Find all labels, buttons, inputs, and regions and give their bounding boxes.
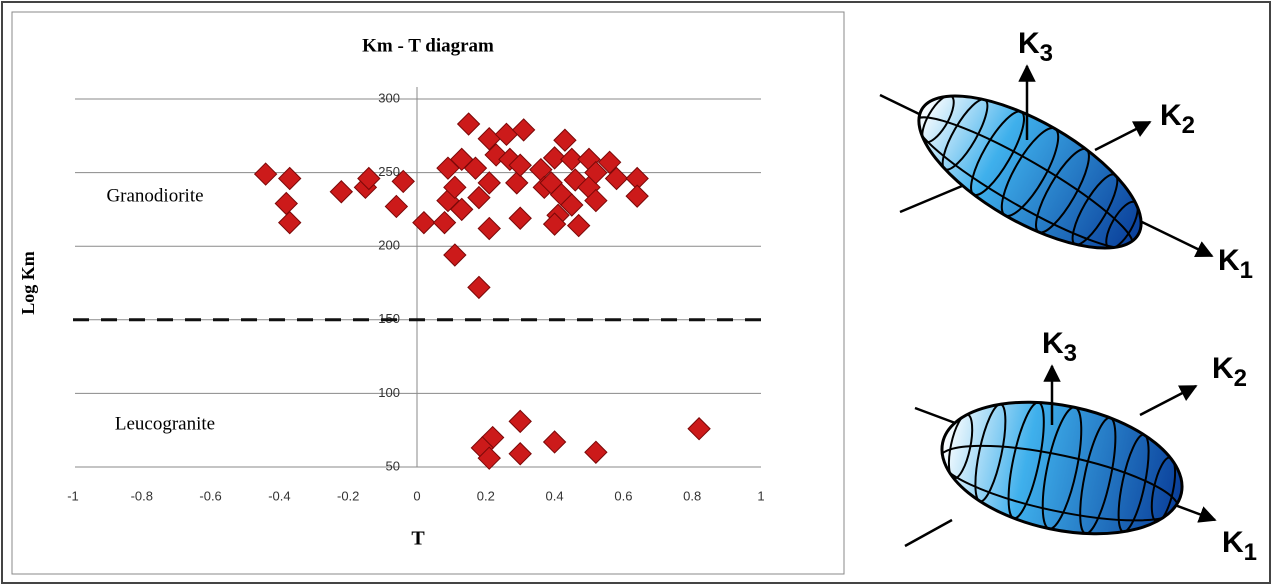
data-point [544, 431, 566, 453]
data-point [585, 441, 607, 463]
data-point [513, 119, 535, 141]
data-point [279, 212, 301, 234]
x-tick-label: -0.8 [131, 488, 153, 503]
axis-index: 2 [1182, 112, 1195, 139]
axis-symbol: K [1018, 27, 1040, 60]
ellipsoid [897, 66, 1164, 278]
x-tick-label: -0.2 [337, 488, 359, 503]
data-point [255, 163, 277, 185]
data-point [434, 212, 456, 234]
data-point [568, 215, 590, 237]
data-point [506, 172, 528, 194]
data-point [279, 167, 301, 189]
axis-label: K1 [1218, 244, 1253, 284]
axis-symbol: K [1042, 327, 1064, 360]
chart-title: Km - T diagram [362, 35, 494, 56]
axis-symbol: K [1218, 244, 1240, 277]
y-tick-label: 50 [386, 458, 400, 473]
x-tick-label: -0.4 [268, 488, 290, 503]
data-point [275, 193, 297, 215]
x-tick-label: 0.6 [614, 488, 632, 503]
x-tick-label: -0.6 [199, 488, 221, 503]
axis-index: 3 [1040, 40, 1053, 67]
ellipsoid-body [897, 66, 1164, 278]
axis-label: K3 [1018, 27, 1053, 67]
region-label: Leucogranite [115, 413, 215, 434]
data-point [509, 443, 531, 465]
axis-symbol: K [1222, 526, 1244, 559]
axis-label: K2 [1160, 99, 1195, 139]
x-tick-label: 0 [413, 488, 420, 503]
x-tick-label: -1 [67, 488, 79, 503]
axis-label: K1 [1222, 526, 1257, 566]
data-point [330, 181, 352, 203]
x-tick-label: 0.4 [546, 488, 564, 503]
axis-index: 3 [1064, 340, 1077, 367]
data-point [509, 207, 531, 229]
data-point [509, 410, 531, 432]
x-axis-label: T [411, 528, 425, 550]
axis-index: 2 [1234, 365, 1247, 392]
y-tick-label: 100 [378, 385, 400, 400]
figure-svg: Km - T diagram T Log Km K3K2K1 K3K2K1 50… [0, 0, 1273, 586]
y-axis-label: Log Km [18, 251, 38, 315]
figure: Km - T diagram T Log Km K3K2K1 K3K2K1 50… [0, 0, 1273, 586]
axis-index: 1 [1240, 257, 1253, 284]
region-label: Granodiorite [106, 185, 203, 206]
axis-line [900, 186, 962, 212]
axis-line [905, 520, 952, 546]
x-tick-label: 1 [757, 488, 764, 503]
x-tick-label: 0.2 [477, 488, 495, 503]
y-tick-label: 300 [378, 90, 400, 105]
data-point [413, 212, 435, 234]
y-tick-label: 200 [378, 238, 400, 253]
axis-label: K3 [1042, 327, 1077, 367]
data-point [688, 418, 710, 440]
data-point [495, 123, 517, 145]
axis-symbol: K [1160, 99, 1182, 132]
axis-label: K2 [1212, 352, 1247, 392]
data-point [554, 129, 576, 151]
data-point [458, 113, 480, 135]
axis-arrow [1140, 386, 1196, 415]
data-point [626, 185, 648, 207]
data-point [444, 244, 466, 266]
data-point [478, 218, 500, 240]
data-point [468, 276, 490, 298]
x-tick-label: 0.8 [683, 488, 701, 503]
axis-index: 1 [1244, 539, 1257, 566]
axis-symbol: K [1212, 352, 1234, 385]
data-point [385, 195, 407, 217]
axis-arrow [1095, 122, 1150, 150]
